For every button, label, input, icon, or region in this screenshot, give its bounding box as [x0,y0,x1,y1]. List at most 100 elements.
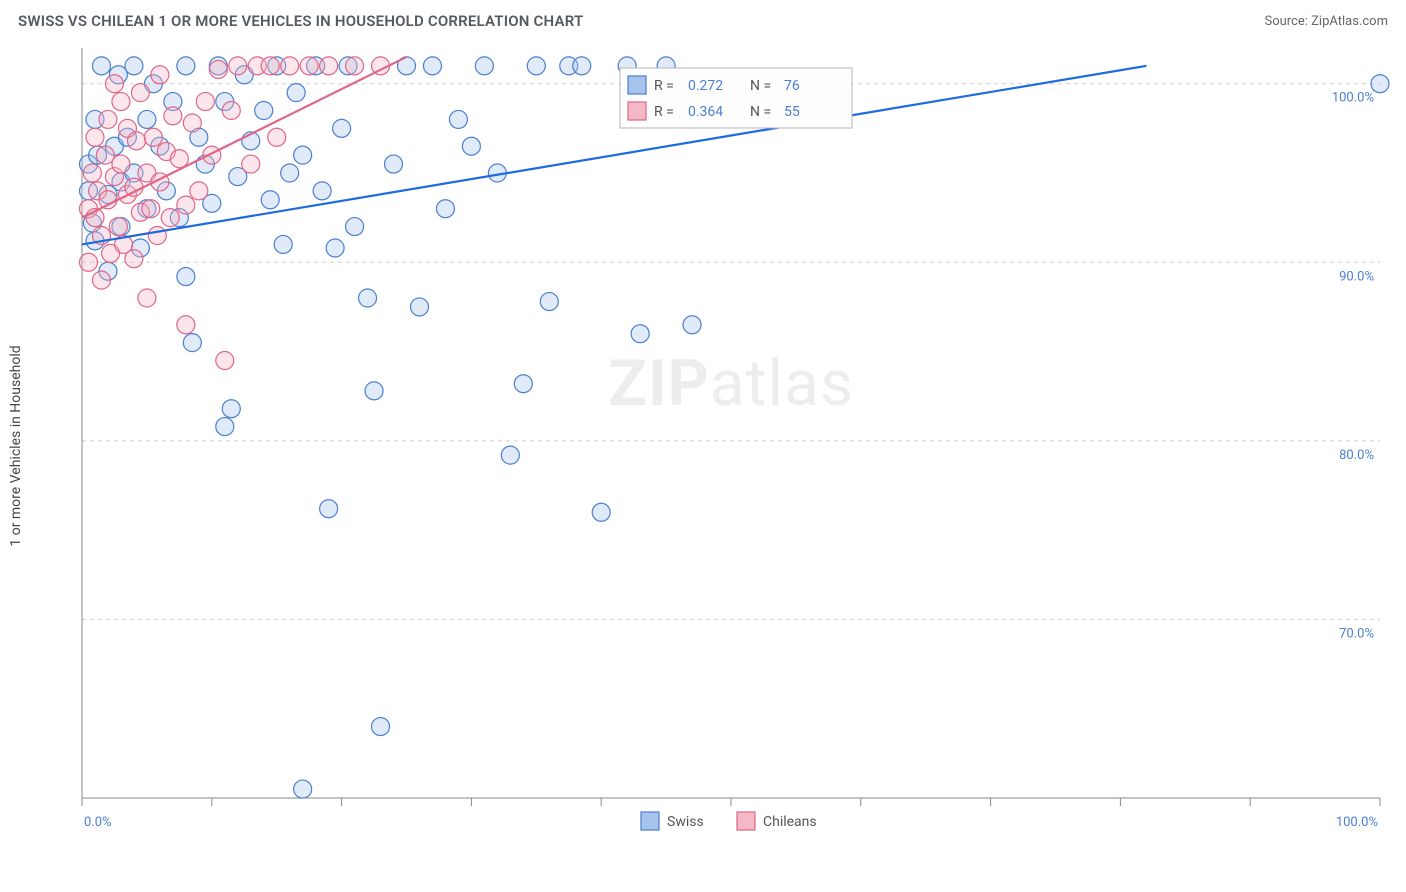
data-point [449,110,467,128]
data-point [83,164,101,182]
data-point [255,102,273,120]
legend-swatch [737,812,755,830]
data-point [92,271,110,289]
data-point [177,268,195,286]
data-point [326,239,344,257]
data-point [112,93,130,111]
source-label: Source: ZipAtlas.com [1264,14,1388,29]
data-point [385,155,403,173]
scatter-chart: 70.0% 80.0% 90.0% 100.0% ZIPatlas 0.0% 100.0% R… [60,38,1390,838]
data-point [183,334,201,352]
trend-line [82,66,1146,245]
legend-swatch [628,102,646,120]
data-point [346,218,364,236]
data-point [436,200,454,218]
data-point [287,84,305,102]
data-point [320,500,338,518]
legend-label: Swiss [667,814,704,830]
data-point [142,200,160,218]
data-point [281,57,299,75]
data-point [268,128,286,146]
data-point [177,57,195,75]
legend-swatch [628,76,646,94]
data-point [300,57,318,75]
data-point [96,146,114,164]
svg-text:0.272: 0.272 [688,78,723,94]
svg-text:R =: R = [654,104,674,120]
data-point [216,352,234,370]
data-point [222,400,240,418]
data-point [138,110,156,128]
data-point [222,102,240,120]
data-point [92,57,110,75]
data-point [183,114,201,132]
data-point [475,57,493,75]
data-point [128,132,146,150]
legend-swatch [641,812,659,830]
data-point [216,418,234,436]
data-point [423,57,441,75]
data-point [125,57,143,75]
data-point [333,119,351,137]
data-point [410,298,428,316]
data-point [683,316,701,334]
data-point [196,93,214,111]
data-point [1371,75,1389,93]
svg-text:0.0%: 0.0% [84,815,112,830]
data-point [514,375,532,393]
chart-title: SWISS VS CHILEAN 1 OR MORE VEHICLES IN H… [18,12,583,30]
data-point [170,150,188,168]
data-point [281,164,299,182]
svg-text:76: 76 [784,78,800,94]
data-point [203,146,221,164]
data-point [105,75,123,93]
data-point [359,289,377,307]
data-point [190,182,208,200]
svg-text:N =: N = [750,104,771,120]
svg-text:100.0%: 100.0% [1332,91,1374,106]
data-point [79,253,97,271]
data-point [274,235,292,253]
data-point [144,128,162,146]
svg-text:70.0%: 70.0% [1339,626,1374,641]
data-point [177,196,195,214]
svg-text:100.0%: 100.0% [1336,815,1378,830]
data-point [313,182,331,200]
data-point [161,209,179,227]
data-point [573,57,591,75]
data-point [209,60,227,78]
data-point [151,66,169,84]
y-axis-label: 1 or more Vehicles in Household [8,345,24,546]
data-point [99,110,117,128]
data-point [631,325,649,343]
data-point [112,155,130,173]
data-point [462,137,480,155]
data-point [294,780,312,798]
data-point [294,146,312,164]
data-point [99,191,117,209]
data-point [242,155,260,173]
data-point [527,57,545,75]
data-point [365,382,383,400]
data-point [540,293,558,311]
svg-text:R =: R = [654,78,674,94]
data-point [125,178,143,196]
svg-text:N =: N = [750,78,771,94]
data-point [261,191,279,209]
svg-text:80.0%: 80.0% [1339,448,1374,463]
data-point [501,446,519,464]
data-point [109,218,127,236]
svg-text:ZIPatlas: ZIPatlas [608,346,854,421]
data-point [125,250,143,268]
data-point [131,84,149,102]
data-point [177,316,195,334]
data-point [86,128,104,146]
data-point [261,57,279,75]
data-point [320,57,338,75]
data-point [346,57,364,75]
chart-container: 1 or more Vehicles in Household 70.0%80.… [60,38,1394,838]
data-point [372,718,390,736]
data-point [148,227,166,245]
svg-text:90.0%: 90.0% [1339,269,1374,284]
legend-label: Chileans [763,814,817,830]
